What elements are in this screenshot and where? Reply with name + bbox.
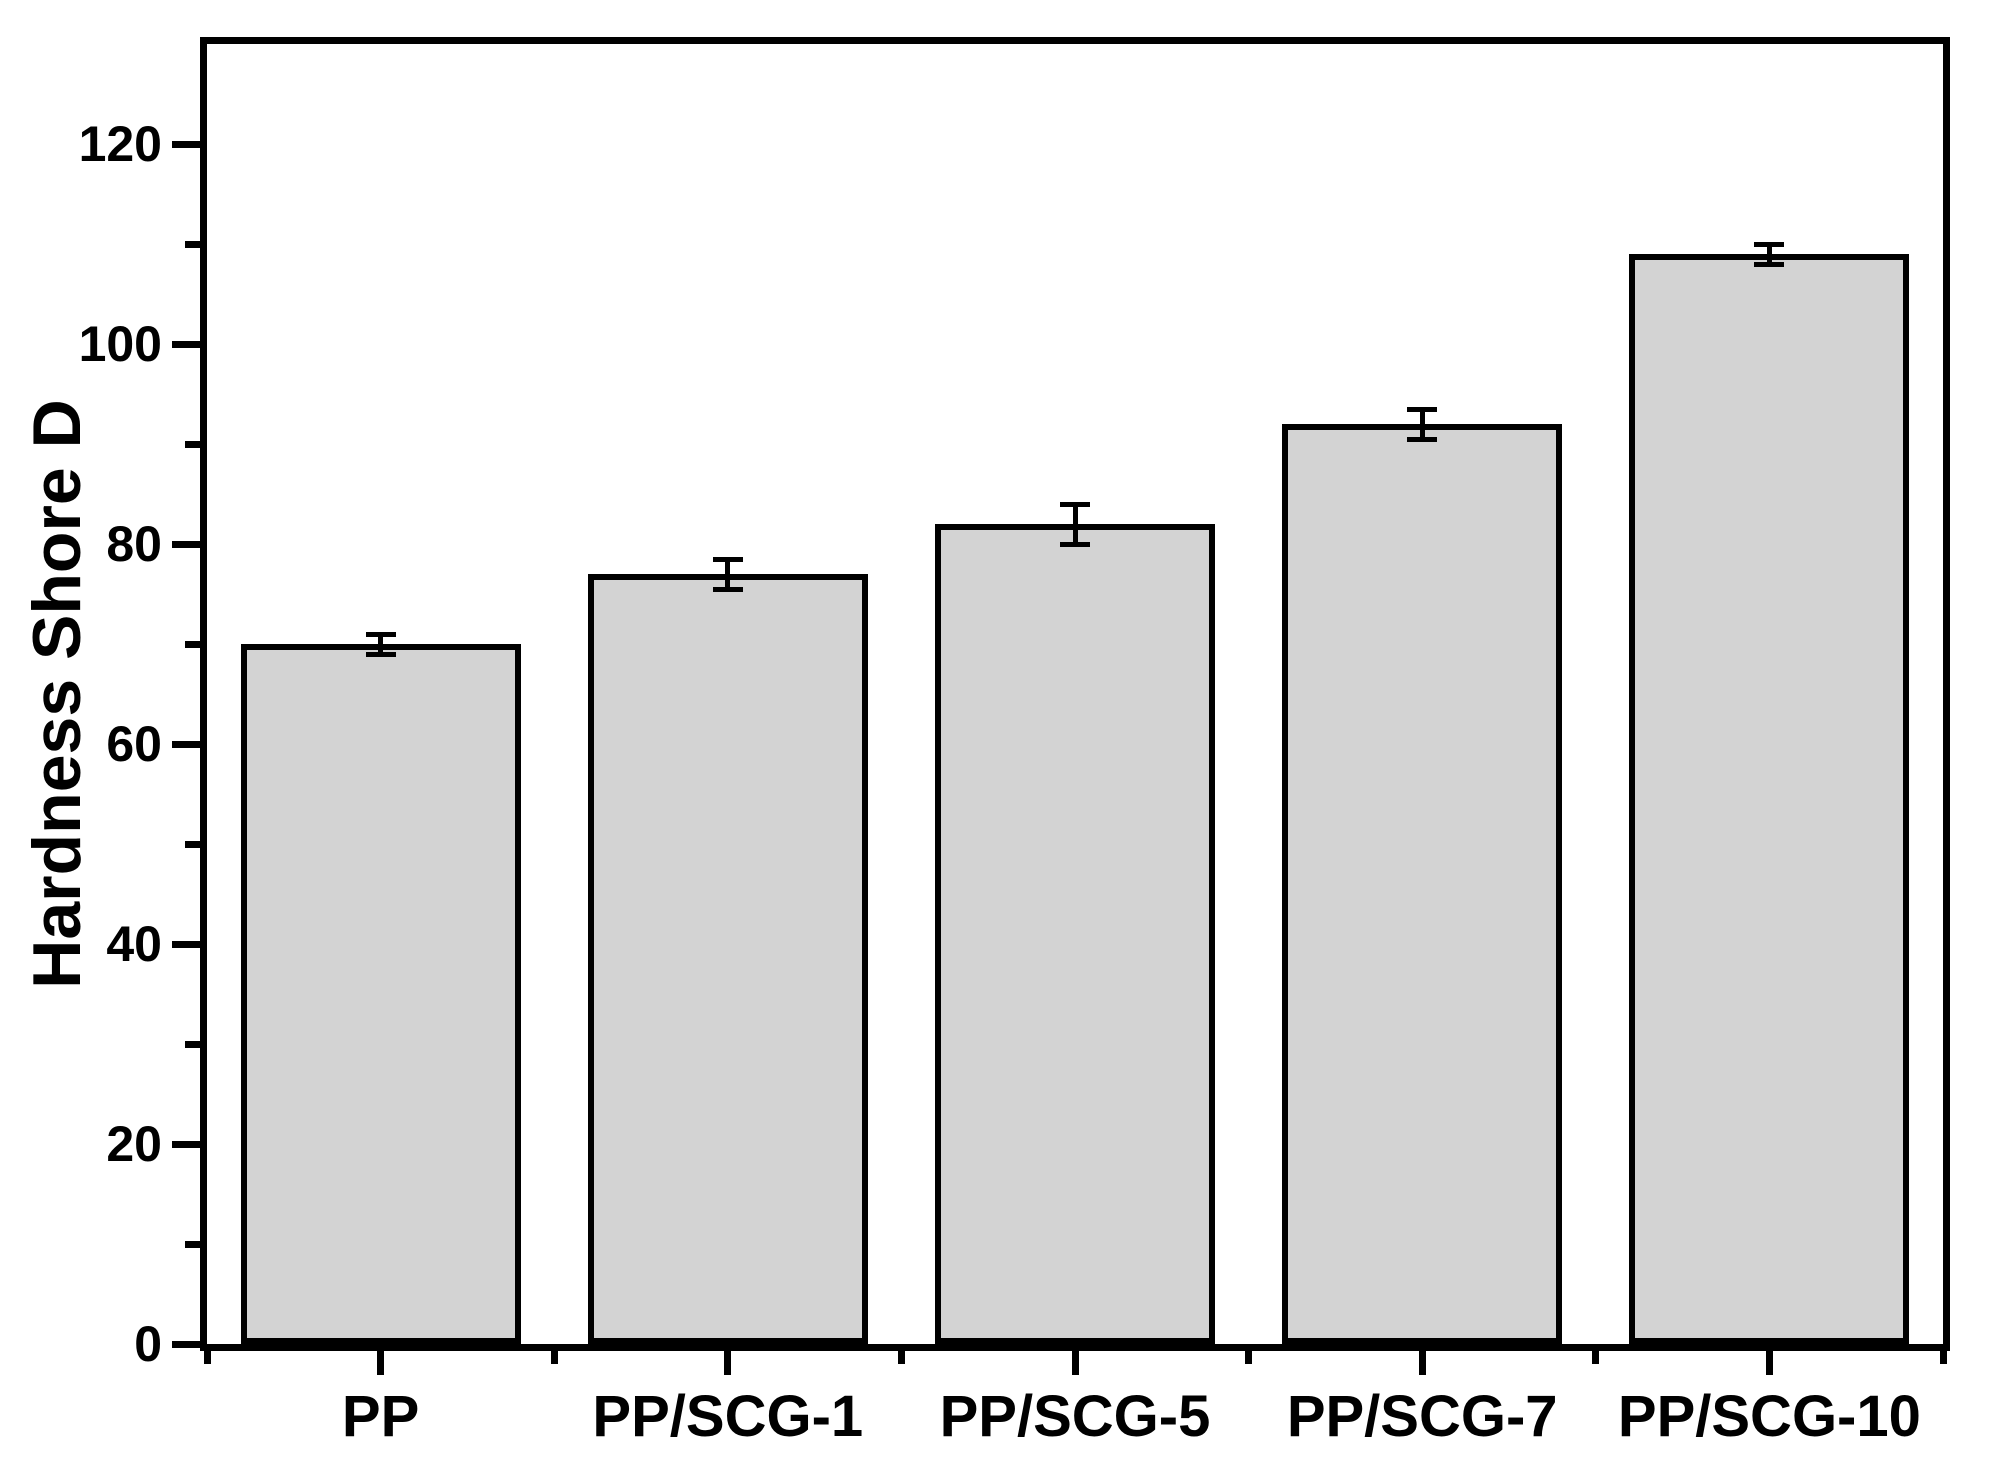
- x-minor-tick-0: [203, 1351, 211, 1364]
- x-minor-tick-5: [1939, 1351, 1947, 1364]
- error-cap-top-pp-scg-1: [712, 556, 743, 562]
- error-cap-bottom-pp: [365, 651, 396, 657]
- error-bar-pp: [378, 634, 384, 654]
- error-bar-pp-scg-10: [1766, 244, 1772, 264]
- x-tick-label-pp-scg-10: PP/SCG-10: [1617, 1384, 1921, 1449]
- y-major-tick-60: [172, 740, 200, 748]
- error-cap-bottom-pp-scg-1: [712, 586, 743, 592]
- y-major-tick-20: [172, 1140, 200, 1148]
- bar-pp-scg-5: [935, 524, 1215, 1344]
- error-cap-bottom-pp-scg-5: [1060, 541, 1090, 547]
- x-tick-label-pp-scg-5: PP/SCG-5: [939, 1384, 1211, 1449]
- y-tick-label-40: 40: [106, 916, 162, 972]
- bar-pp-scg-7: [1282, 424, 1563, 1344]
- x-minor-tick-4: [1592, 1351, 1600, 1364]
- x-minor-tick-2: [897, 1351, 905, 1364]
- y-major-tick-120: [172, 140, 200, 148]
- x-tick-label-pp-scg-7: PP/SCG-7: [1286, 1384, 1558, 1449]
- bar-pp-scg-1: [587, 574, 868, 1344]
- bar-pp: [240, 644, 521, 1344]
- y-major-tick-0: [172, 1340, 200, 1348]
- y-tick-label-0: 0: [134, 1316, 162, 1372]
- y-major-tick-80: [172, 540, 200, 548]
- x-major-tick-pp: [377, 1351, 385, 1375]
- error-cap-bottom-pp-scg-7: [1407, 436, 1438, 442]
- y-minor-tick-110: [185, 240, 200, 248]
- error-cap-bottom-pp-scg-10: [1754, 261, 1785, 267]
- error-cap-top-pp: [365, 631, 396, 637]
- y-minor-tick-70: [185, 640, 200, 648]
- y-major-tick-40: [172, 940, 200, 948]
- x-major-tick-pp-scg-10: [1765, 1351, 1773, 1375]
- y-tick-label-60: 60: [106, 716, 162, 772]
- y-tick-label-80: 80: [106, 516, 162, 572]
- x-minor-tick-3: [1245, 1351, 1253, 1364]
- x-major-tick-pp-scg-1: [724, 1351, 732, 1375]
- error-cap-top-pp-scg-5: [1060, 501, 1090, 507]
- y-axis-title: Hardness Shore D: [19, 399, 95, 989]
- y-tick-label-20: 20: [106, 1116, 162, 1172]
- y-minor-tick-90: [185, 440, 200, 448]
- y-minor-tick-50: [185, 840, 200, 848]
- error-cap-top-pp-scg-7: [1407, 406, 1438, 412]
- x-major-tick-pp-scg-7: [1418, 1351, 1426, 1375]
- x-tick-label-pp-scg-1: PP/SCG-1: [592, 1384, 864, 1449]
- x-tick-label-pp: PP: [341, 1384, 420, 1449]
- bar-pp-scg-10: [1629, 254, 1910, 1344]
- y-major-tick-100: [172, 340, 200, 348]
- x-minor-tick-1: [550, 1351, 558, 1364]
- error-bar-pp-scg-7: [1419, 409, 1425, 439]
- error-bar-pp-scg-5: [1072, 504, 1078, 544]
- y-minor-tick-30: [185, 1040, 200, 1048]
- y-minor-tick-10: [185, 1240, 200, 1248]
- y-tick-label-100: 100: [78, 316, 162, 372]
- error-bar-pp-scg-1: [725, 559, 731, 589]
- x-major-tick-pp-scg-5: [1071, 1351, 1079, 1375]
- error-cap-top-pp-scg-10: [1754, 241, 1785, 247]
- y-tick-label-120: 120: [78, 116, 162, 172]
